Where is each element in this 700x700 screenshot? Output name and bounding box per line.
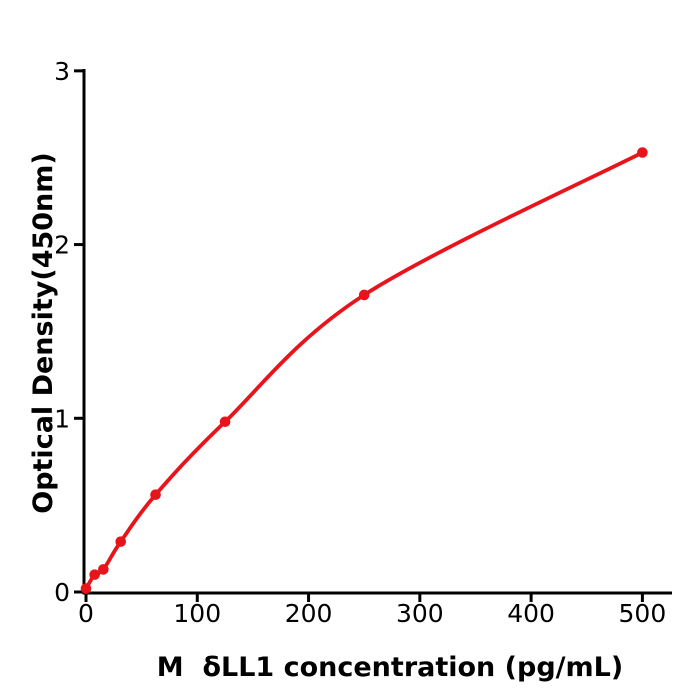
data-point [115,536,127,547]
data-point [80,583,92,594]
y-tick-label: 3 [54,57,70,86]
standard-curve-line [84,150,645,591]
x-tick-label: 500 [619,599,667,628]
data-point [637,147,648,158]
y-tick-label: 1 [54,404,70,433]
y-tick-label: 0 [54,578,70,607]
x-tick-label: 300 [396,599,444,628]
y-axis-title: Optical Density(450nm) [28,152,59,514]
x-tick-label: 0 [78,599,94,628]
x-tick-label: 100 [173,599,221,628]
data-point [358,289,370,301]
x-axis-title: M δLL1 concentration (pg/mL) [157,652,623,683]
y-tick-label: 2 [54,231,70,260]
standard-curve-series [80,147,648,594]
data-point [98,564,109,575]
data-point [150,489,161,501]
axes: 0 1 2 3 0 100 200 300 400 500 [54,57,672,628]
data-point [219,416,231,428]
data-point [89,569,100,580]
x-tick-label: 400 [507,599,555,628]
x-tick-label: 200 [285,599,333,628]
